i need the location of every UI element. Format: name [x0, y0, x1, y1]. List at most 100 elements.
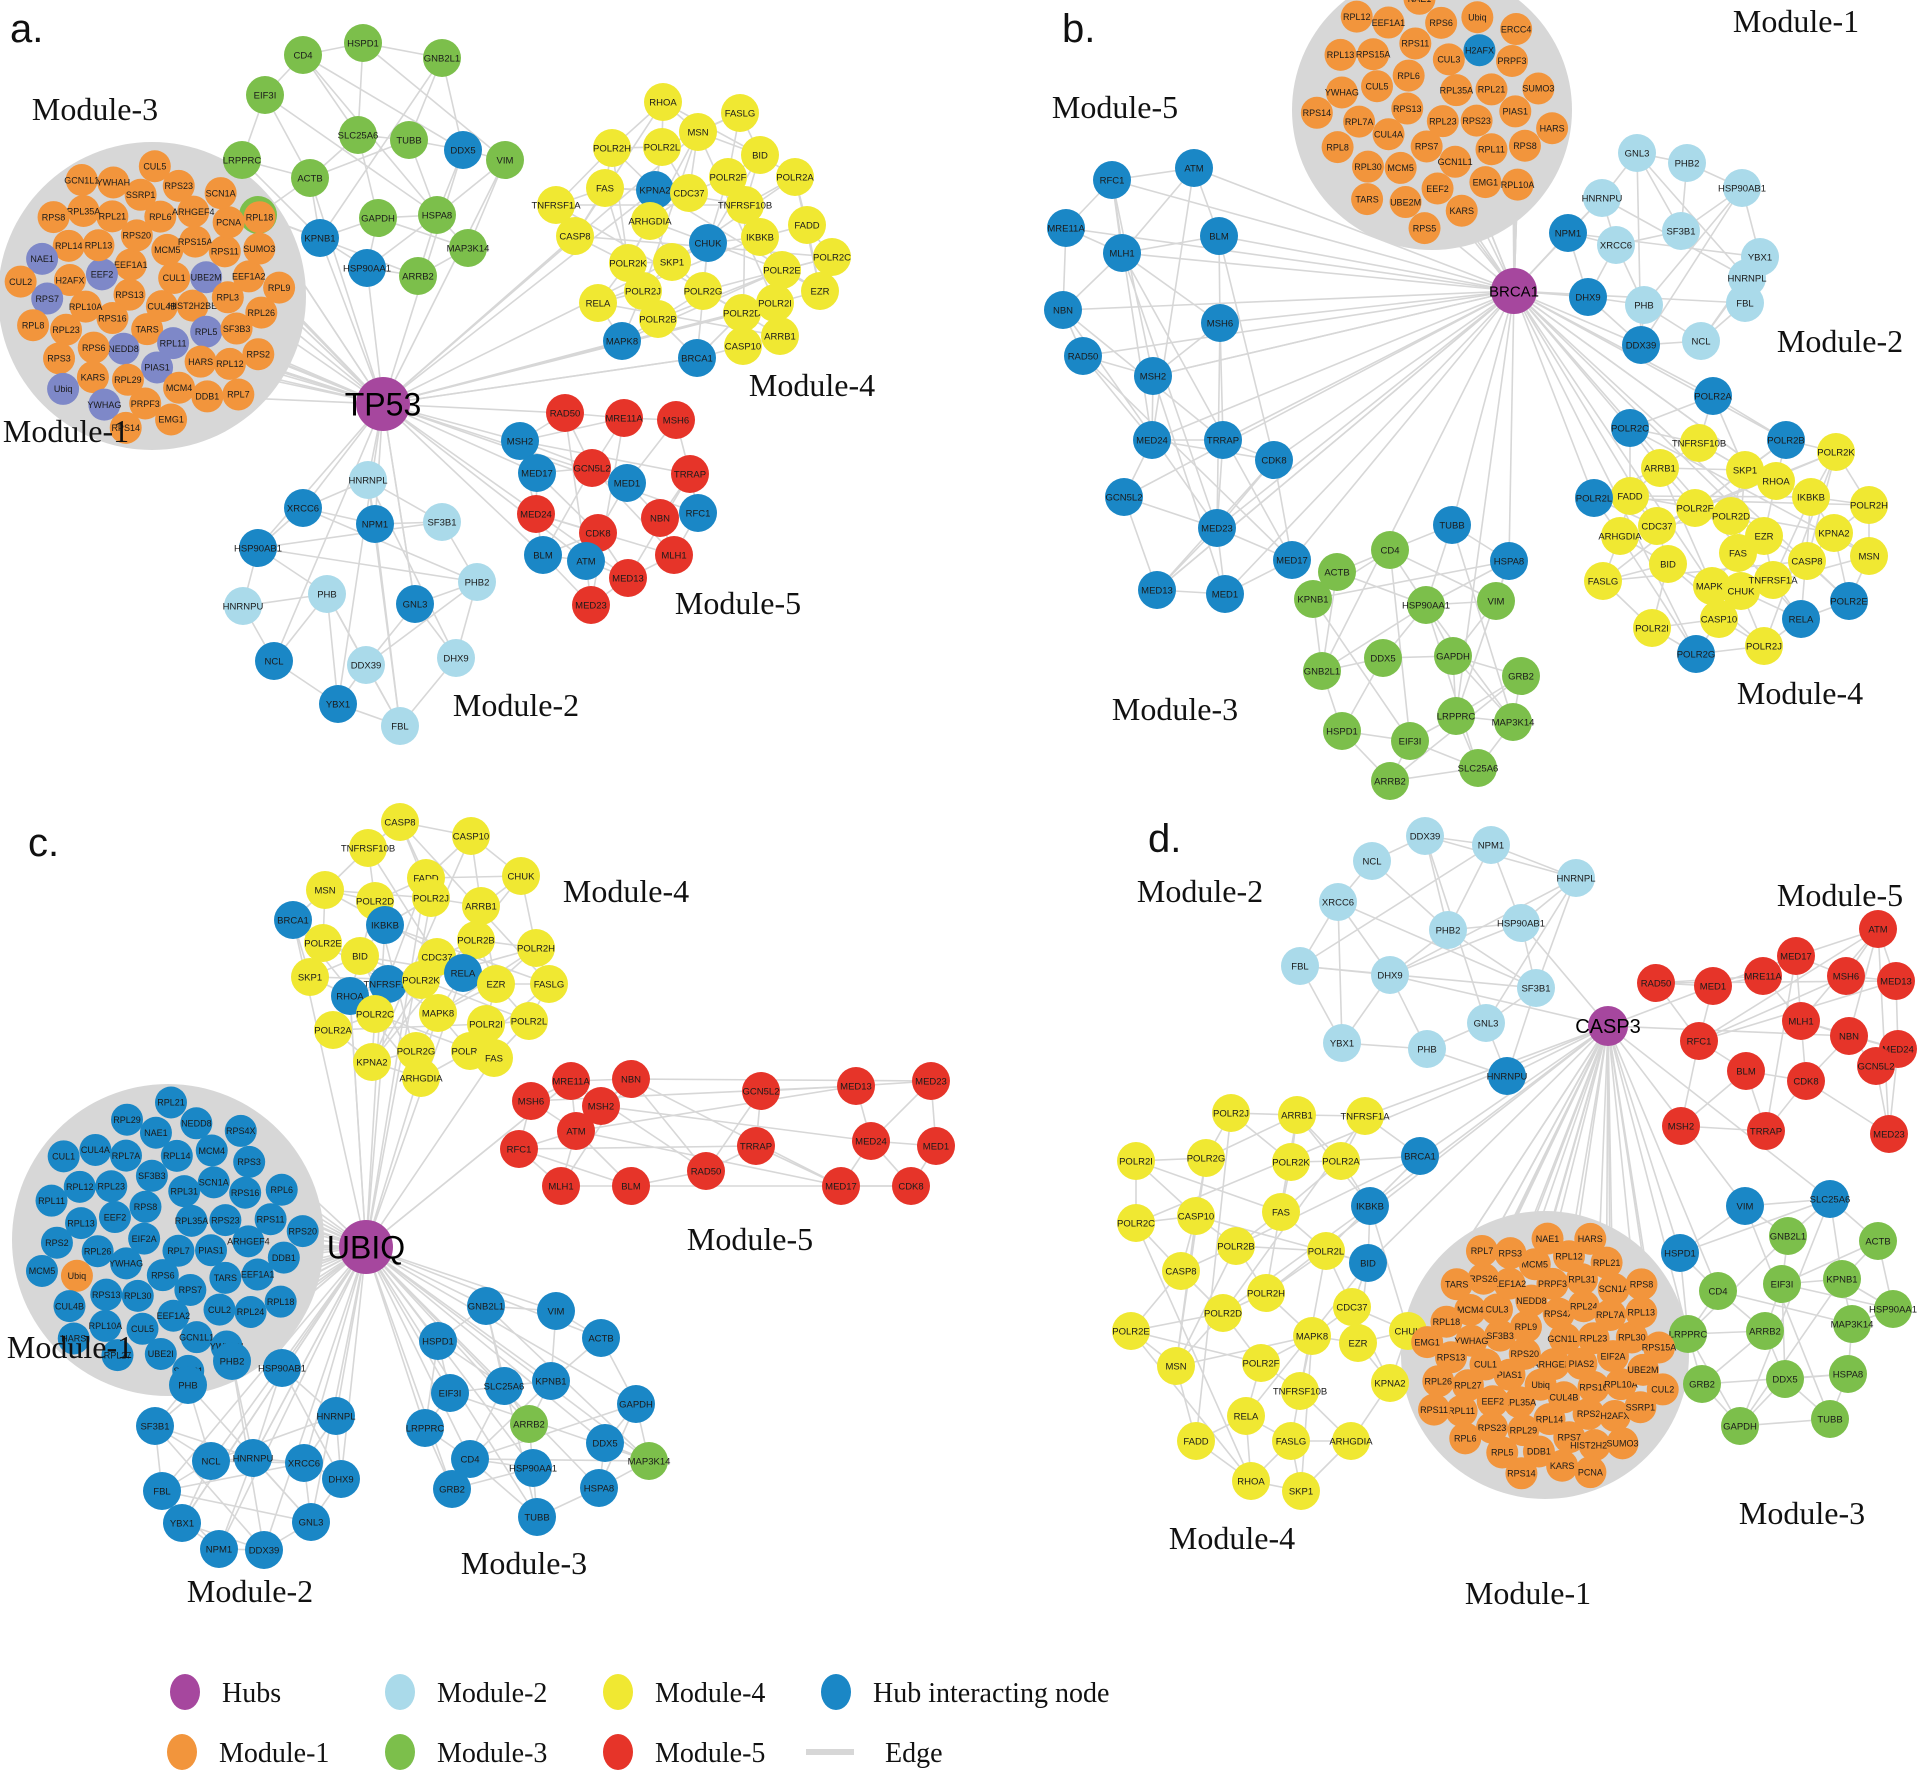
node-FAS[interactable]: FAS — [1262, 1193, 1300, 1231]
node-circle[interactable] — [89, 1309, 122, 1342]
node-circle[interactable] — [1361, 70, 1394, 103]
node-circle[interactable] — [518, 454, 556, 492]
node-circle[interactable] — [47, 1140, 80, 1173]
node-circle[interactable] — [1727, 1052, 1765, 1090]
node-RPS11[interactable]: RPS11 — [1399, 27, 1432, 60]
node-ARRB1[interactable]: ARRB1 — [761, 317, 799, 355]
node-POLR2K[interactable]: POLR2K — [1817, 433, 1855, 471]
node-circle[interactable] — [213, 347, 246, 380]
node-RPL6[interactable]: RPL6 — [265, 1173, 298, 1206]
node-RPS20[interactable]: RPS20 — [286, 1215, 319, 1248]
node-circle[interactable] — [195, 1134, 228, 1167]
node-circle[interactable] — [1817, 433, 1855, 471]
node-FASLG[interactable]: FASLG — [1272, 1422, 1310, 1460]
node-ACTB[interactable]: ACTB — [1859, 1222, 1897, 1260]
node-circle[interactable] — [1546, 1449, 1579, 1482]
node-circle[interactable] — [1683, 1365, 1721, 1403]
node-circle[interactable] — [1788, 542, 1826, 580]
node-POLR2A[interactable]: POLR2A — [1322, 1142, 1360, 1180]
node-circle[interactable] — [1829, 1355, 1867, 1393]
node-RPL13[interactable]: RPL13 — [82, 229, 115, 262]
node-SF3B1[interactable]: SF3B1 — [136, 1407, 174, 1445]
node-circle[interactable] — [344, 24, 382, 62]
node-RPL9[interactable]: RPL9 — [263, 271, 296, 304]
node-circle[interactable] — [537, 186, 575, 224]
node-circle[interactable] — [1484, 1319, 1517, 1352]
node-RPS14[interactable]: RPS14 — [1300, 96, 1333, 129]
node-circle[interactable] — [399, 257, 437, 295]
node-circle[interactable] — [168, 1175, 201, 1208]
node-RPS8[interactable]: RPS8 — [129, 1190, 162, 1223]
node-circle[interactable] — [1407, 586, 1445, 624]
node-GAPDH[interactable]: GAPDH — [617, 1385, 655, 1423]
node-Ubiq[interactable]: Ubiq — [60, 1259, 93, 1292]
node-circle[interactable] — [1833, 1305, 1871, 1343]
node-HSPA8[interactable]: HSPA8 — [1829, 1355, 1867, 1393]
node-circle[interactable] — [617, 1385, 655, 1423]
node-GNB2L1[interactable]: GNB2L1 — [1303, 652, 1341, 690]
node-circle[interactable] — [50, 313, 83, 346]
node-circle[interactable] — [605, 399, 643, 437]
node-EMG1[interactable]: EMG1 — [155, 403, 188, 436]
node-POLR2E[interactable]: POLR2E — [763, 251, 801, 289]
node-circle[interactable] — [641, 499, 679, 537]
node-IKBKB[interactable]: IKBKB — [366, 906, 404, 944]
node-circle[interactable] — [35, 1184, 68, 1217]
node-RPL6[interactable]: RPL6 — [1392, 59, 1425, 92]
node-POLR2I[interactable]: POLR2I — [756, 284, 794, 322]
node-circle[interactable] — [175, 1204, 208, 1237]
node-FASLG[interactable]: FASLG — [530, 965, 568, 1003]
node-SF3B1[interactable]: SF3B1 — [1517, 969, 1555, 1007]
node-EZR[interactable]: EZR — [801, 272, 839, 310]
node-circle[interactable] — [263, 271, 296, 304]
node-TRRAP[interactable]: TRRAP — [671, 455, 709, 493]
node-MSN[interactable]: MSN — [679, 113, 717, 151]
node-RPL23[interactable]: RPL23 — [95, 1170, 128, 1203]
node-circle[interactable] — [1694, 377, 1732, 415]
node-MED17[interactable]: MED17 — [822, 1167, 860, 1205]
node-circle[interactable] — [396, 585, 434, 623]
node-RPS13[interactable]: RPS13 — [90, 1278, 123, 1311]
node-circle[interactable] — [184, 345, 217, 378]
node-circle[interactable] — [1500, 13, 1533, 46]
node-MED1[interactable]: MED1 — [1694, 967, 1732, 1005]
node-circle[interactable] — [1493, 1267, 1526, 1300]
node-MED24[interactable]: MED24 — [1133, 421, 1171, 459]
node-circle[interactable] — [1467, 1004, 1505, 1042]
node-circle[interactable] — [67, 195, 100, 228]
node-circle[interactable] — [1499, 95, 1532, 128]
node-MCM5[interactable]: MCM5 — [1384, 151, 1417, 184]
node-circle[interactable] — [512, 1082, 550, 1120]
node-circle[interactable] — [1694, 967, 1732, 1005]
node-GCN5L2[interactable]: GCN5L2 — [1105, 478, 1143, 516]
node-SUMO3[interactable]: SUMO3 — [243, 232, 275, 265]
node-circle[interactable] — [530, 965, 568, 1003]
node-circle[interactable] — [655, 536, 693, 574]
node-HSP90AA1[interactable]: HSP90AA1 — [1869, 1290, 1917, 1328]
node-TNFRSF10B[interactable]: TNFRSF10B — [1672, 424, 1726, 462]
node-circle[interactable] — [1767, 421, 1805, 459]
node-KPNB1[interactable]: KPNB1 — [1294, 580, 1332, 618]
node-circle[interactable] — [556, 217, 594, 255]
node-circle[interactable] — [419, 1322, 457, 1360]
node-circle[interactable] — [284, 489, 322, 527]
hub-UBIQ[interactable]: UBIQ — [327, 1220, 405, 1274]
node-circle[interactable] — [636, 171, 674, 209]
node-CDK8[interactable]: CDK8 — [1255, 441, 1293, 479]
node-circle[interactable] — [1649, 545, 1687, 583]
node-RPL7[interactable]: RPL7 — [1465, 1234, 1498, 1267]
node-CHUK[interactable]: CHUK — [689, 224, 727, 262]
node-RPS8[interactable]: RPS8 — [1508, 129, 1541, 162]
node-RPS26[interactable]: RPS26 — [1467, 1262, 1500, 1295]
node-KPNA2[interactable]: KPNA2 — [353, 1043, 391, 1081]
node-circle[interactable] — [101, 1339, 134, 1372]
node-circle[interactable] — [624, 272, 662, 310]
node-NPM1[interactable]: NPM1 — [1472, 826, 1510, 864]
hub-circle[interactable] — [1588, 1006, 1628, 1046]
node-circle[interactable] — [1874, 1290, 1912, 1328]
node-POLR2D[interactable]: POLR2D — [1712, 497, 1750, 535]
node-circle[interactable] — [406, 1409, 444, 1447]
node-circle[interactable] — [670, 174, 708, 212]
node-circle[interactable] — [726, 186, 764, 224]
node-FBL[interactable]: FBL — [1726, 284, 1764, 322]
